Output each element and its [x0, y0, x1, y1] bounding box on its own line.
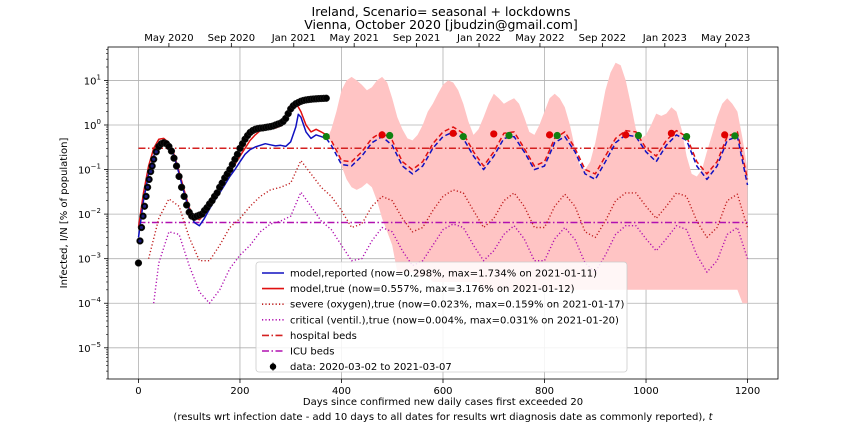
chart-title: Ireland, Scenario= seasonal + lockdowns: [312, 4, 571, 19]
y-tick-base: 10: [78, 299, 91, 310]
red-marker: [721, 131, 729, 139]
data-point-highlight: [147, 177, 151, 182]
data-point-highlight: [138, 239, 142, 243]
y-tick-exp: −2: [91, 207, 101, 215]
legend: model,reported (now=0.298%, max=1.734% o…: [255, 261, 628, 373]
red-marker: [378, 131, 386, 139]
legend-entry-label: ICU beds: [290, 347, 335, 358]
data-point: [170, 154, 178, 162]
top-tick-label: Sep 2020: [208, 33, 255, 44]
green-marker: [386, 131, 394, 140]
data-point: [177, 183, 186, 191]
green-marker: [683, 132, 691, 141]
top-tick-label: May 2021: [330, 33, 379, 44]
top-tick-label: May 2022: [515, 33, 564, 44]
x-tick-label: 1000: [633, 386, 658, 397]
model-reported-series-line-forecast: [325, 131, 749, 186]
x-axis-label: Days since confirmed new daily cases fir…: [303, 397, 583, 408]
series-group: [134, 94, 749, 304]
red-marker: [545, 131, 554, 139]
y-tick-label: 10−1: [78, 163, 101, 177]
data-point: [175, 172, 183, 181]
top-tick-label: Sep 2021: [393, 33, 440, 44]
top-tick-label: May 2020: [144, 33, 193, 44]
y-tick-label: 101: [84, 73, 101, 87]
green-marker: [459, 132, 467, 141]
y-tick-exp: −3: [91, 252, 101, 260]
y-tick-base: 10: [84, 76, 97, 87]
data-point-highlight: [142, 204, 147, 208]
y-tick-base: 10: [78, 255, 91, 266]
y-tick-exp: −1: [91, 163, 101, 171]
y-tick-label: 10−4: [78, 296, 102, 310]
x-axis-label-2: (results wrt infection date - add 10 day…: [173, 412, 713, 423]
y-tick-label: 10−2: [78, 207, 101, 221]
top-tick-label: Jan 2023: [642, 33, 687, 44]
y-tick-exp: −5: [91, 341, 101, 349]
legend-entry-label: critical (ventil.),true (now=0.004%, max…: [290, 315, 619, 326]
data-point-highlight: [144, 194, 148, 198]
green-marker: [634, 131, 643, 140]
data-point: [322, 94, 330, 102]
y-tick-exp: −4: [91, 296, 102, 304]
legend-box: [255, 261, 628, 373]
red-marker: [490, 130, 498, 138]
legend-entry-label: severe (oxygen),true (now=0.023%, max=0.…: [290, 300, 624, 311]
data-point: [172, 162, 181, 170]
green-marker: [505, 131, 513, 140]
data-point-highlight: [149, 169, 153, 174]
x-tick-label: 200: [230, 386, 249, 397]
x-tick-label: 600: [433, 386, 452, 397]
x-tick-label: 800: [535, 386, 554, 397]
data-point: [167, 147, 176, 155]
x-tick-label: 0: [135, 386, 141, 397]
model-true-series-line-forecast: [325, 126, 749, 180]
y-tick-exp: 1: [97, 73, 101, 81]
green-marker: [322, 132, 330, 141]
top-tick-label: Sep 2022: [579, 33, 626, 44]
legend-swatch-point: [269, 363, 277, 370]
data-point-highlight: [150, 164, 154, 168]
x-tick-label: 1200: [735, 386, 760, 397]
data-point: [134, 259, 143, 267]
data-point: [183, 201, 191, 209]
top-tick-label: May 2023: [701, 33, 750, 44]
green-marker: [553, 131, 561, 140]
green-marker: [731, 132, 739, 140]
top-tick-label: Jan 2021: [271, 33, 316, 44]
red-marker: [667, 129, 676, 137]
data-point-highlight: [152, 157, 156, 161]
y-tick-base: 10: [78, 210, 91, 221]
critical-series-line: [153, 191, 749, 304]
y-tick-base: 10: [78, 166, 91, 177]
severe-series-line: [147, 159, 749, 262]
data-point-highlight: [154, 150, 158, 154]
y-tick-base: 10: [78, 344, 91, 355]
red-marker: [449, 129, 457, 137]
y-tick-label: 10−5: [78, 341, 101, 355]
x-axis-label-2-var: t: [709, 412, 714, 423]
data-point-highlight: [141, 214, 145, 218]
y-axis-label: Infected, I/N [% of population]: [59, 138, 70, 289]
y-tick-label: 10−3: [78, 252, 101, 266]
data-point-highlight: [139, 225, 144, 230]
data-point: [180, 192, 188, 201]
legend-entry-label: hospital beds: [290, 331, 357, 342]
top-tick-label: Jan 2022: [456, 33, 501, 44]
legend-entry-label: data: 2020-03-02 to 2021-03-07: [290, 362, 452, 373]
y-tick-exp: 0: [97, 118, 101, 126]
y-tick-base: 10: [84, 121, 97, 132]
data-point-highlight: [145, 185, 150, 189]
model-reported-series-line-solid: [137, 113, 327, 238]
legend-entry-label: model,reported (now=0.298%, max=1.734% o…: [290, 269, 597, 280]
x-tick-label: 400: [332, 386, 351, 397]
chart-subtitle: Vienna, October 2020 [jbudzin@gmail.com]: [304, 17, 578, 32]
markers-group: [322, 129, 739, 141]
red-marker: [622, 131, 630, 139]
y-tick-label: 100: [84, 118, 101, 132]
x-axis-label-2-text: (results wrt infection date - add 10 day…: [173, 412, 708, 423]
legend-entry-label: model,true (now=0.557%, max=3.176% on 20…: [290, 284, 575, 295]
